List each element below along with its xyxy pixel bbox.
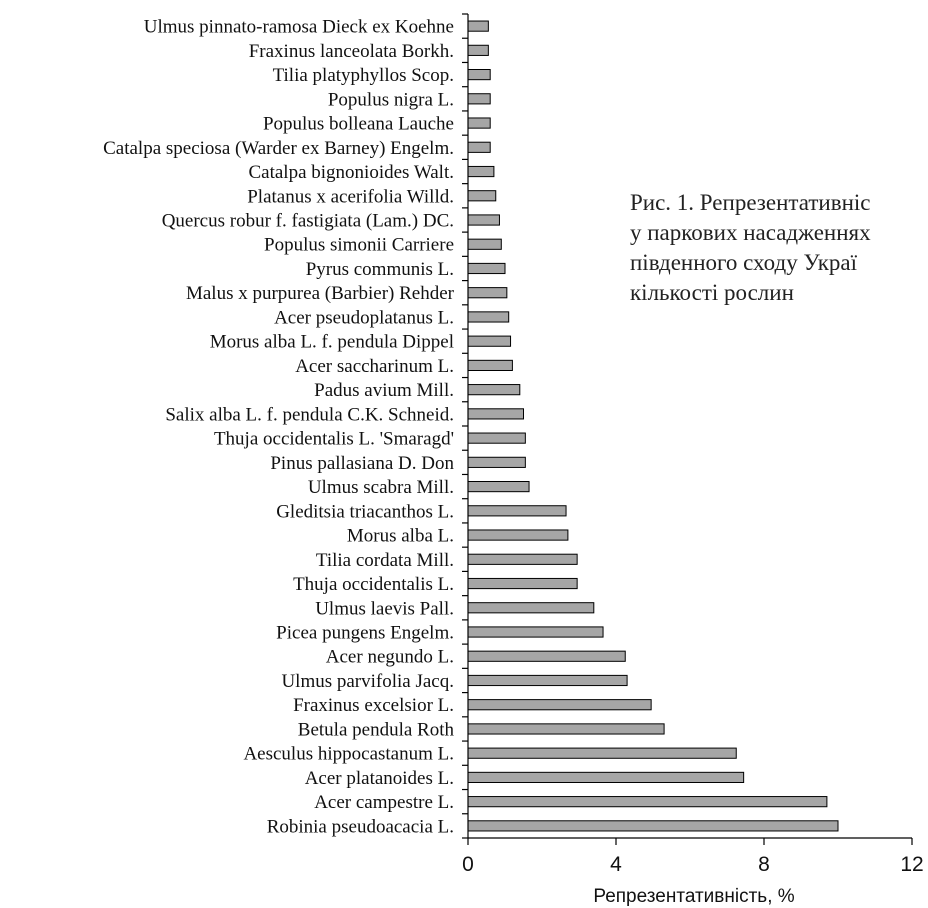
category-label: Catalpa speciosa (Warder ex Barney) Enge…: [103, 138, 454, 159]
category-label: Aesculus hippocastanum L.: [243, 744, 454, 765]
category-label: Robinia pseudoacacia L.: [267, 816, 454, 837]
bar-31: [467, 747, 737, 759]
bar-29: [467, 699, 652, 711]
category-label: Padus avium Mill.: [314, 380, 454, 401]
x-tick-label: 8: [758, 853, 770, 876]
bar-33: [467, 796, 828, 808]
bar-13: [467, 311, 510, 323]
bar-16: [467, 384, 521, 396]
bar-3: [467, 69, 491, 81]
bar-15: [467, 359, 513, 372]
category-label: Quercus robur f. fastigiata (Lam.) DC.: [162, 211, 454, 232]
category-label: Populus nigra L.: [328, 89, 454, 110]
bar-14: [467, 335, 512, 347]
x-tick-label: 4: [610, 853, 622, 876]
caption-line: Рис. 1. Репрезентативніс: [630, 190, 870, 215]
figure-caption: Рис. 1. Репрезентативніс у паркових насад…: [630, 190, 871, 305]
category-label: Ulmus pinnato-ramosa Dieck ex Koehne: [144, 17, 454, 38]
caption-line: південного сходу Украї: [630, 250, 858, 275]
bar-2: [467, 44, 489, 56]
bar-19: [467, 456, 526, 468]
category-label: Ulmus laevis Pall.: [315, 598, 454, 619]
category-label: Tilia platyphyllos Scop.: [273, 65, 454, 86]
category-label: Acer platanoides L.: [305, 768, 454, 789]
bar-18: [467, 432, 526, 444]
category-label: Populus bolleana Lauche: [263, 114, 454, 135]
x-axis: 0 4 8 12: [462, 837, 924, 876]
bars: [467, 20, 839, 832]
bar-26: [467, 626, 604, 638]
bar-1: [467, 20, 489, 32]
category-label: Ulmus scabra Mill.: [308, 477, 454, 498]
y-ticks: [462, 13, 469, 839]
category-label: Ulmus parvifolia Jacq.: [281, 671, 454, 692]
category-label: Acer saccharinum L.: [295, 356, 454, 377]
category-label: Thuja occidentalis L.: [293, 574, 454, 595]
bar-10: [467, 238, 502, 250]
category-label: Salix alba L. f. pendula C.K. Schneid.: [165, 404, 454, 425]
bar-22: [467, 529, 569, 541]
x-tick-label: 0: [462, 853, 474, 876]
bar-24: [467, 577, 578, 590]
bar-25: [467, 602, 595, 614]
category-label: Pinus pallasiana D. Don: [270, 453, 454, 474]
bar-23: [467, 553, 578, 565]
bar-21: [467, 505, 567, 517]
category-label: Betula pendula Roth: [298, 719, 455, 740]
bar-27: [467, 650, 626, 662]
bar-5: [467, 117, 491, 129]
category-label: Fraxinus excelsior L.: [293, 695, 454, 716]
bar-17: [467, 408, 524, 420]
x-tick-label: 12: [900, 853, 923, 876]
bar-4: [467, 93, 491, 105]
category-label: Pyrus communis L.: [306, 259, 454, 280]
category-label: Populus simonii Carriere: [264, 235, 454, 256]
bar-8: [467, 190, 497, 202]
bar-30: [467, 723, 665, 735]
bar-11: [467, 262, 506, 275]
x-axis-title: Репрезентативність, %: [593, 886, 794, 907]
bar-9: [467, 214, 500, 226]
category-label: Fraxinus lanceolata Borkh.: [249, 41, 454, 62]
category-label: Picea pungens Engelm.: [276, 623, 454, 644]
caption-line: у паркових насадженнях: [630, 220, 871, 245]
bar-20: [467, 481, 530, 493]
bar-34: [467, 820, 839, 832]
category-label: Morus alba L. f. pendula Dippel: [210, 332, 454, 353]
category-label: Tilia cordata Mill.: [316, 550, 454, 571]
category-label: Morus alba L.: [347, 526, 454, 547]
category-labels: Ulmus pinnato-ramosa Dieck ex Koehne Frax…: [103, 17, 455, 838]
category-label: Malus x purpurea (Barbier) Rehder: [186, 283, 455, 304]
category-label: Gleditsia triacanthos L.: [276, 501, 454, 522]
category-label: Acer negundo L.: [326, 647, 454, 668]
bar-6: [467, 141, 491, 153]
bar-32: [467, 771, 745, 784]
category-label: Platanus x acerifolia Willd.: [247, 186, 454, 207]
category-label: Acer campestre L.: [314, 792, 454, 813]
bar-28: [467, 674, 628, 687]
bar-12: [467, 287, 508, 299]
category-label: Acer pseudoplatanus L.: [274, 307, 454, 328]
caption-line: кількості рослин: [630, 280, 794, 305]
category-label: Catalpa bignonioides Walt.: [248, 162, 454, 183]
bar-7: [467, 165, 495, 178]
category-label: Thuja occidentalis L. 'Smaragd': [214, 429, 454, 450]
